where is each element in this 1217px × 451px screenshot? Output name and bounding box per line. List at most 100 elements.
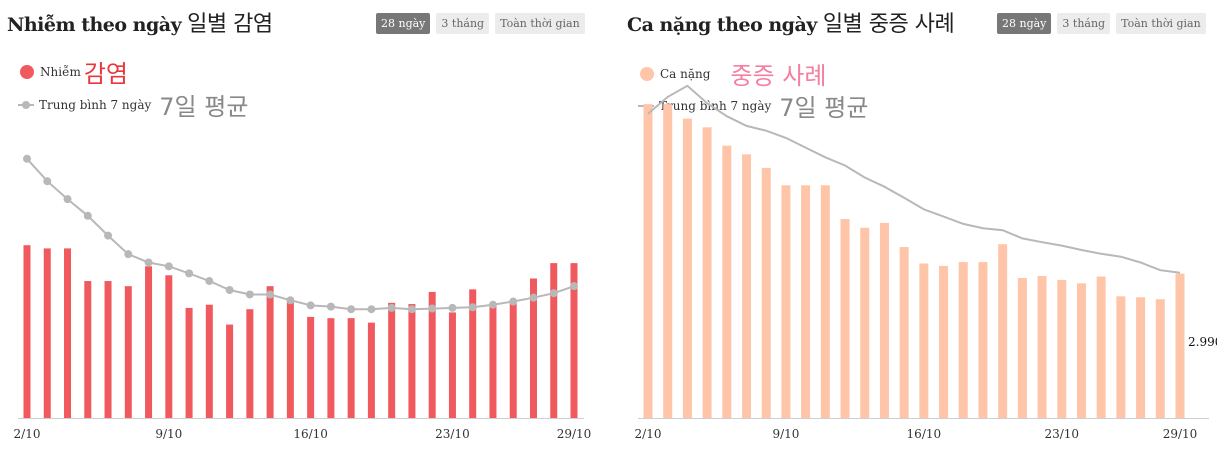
avg-point-23/10 xyxy=(448,303,457,312)
avg-point-25/10 xyxy=(488,300,497,309)
avg-point-13/10 xyxy=(245,290,254,299)
bar-29/10 xyxy=(570,263,578,418)
bar-26/10 xyxy=(509,303,517,418)
bar-17/10 xyxy=(939,265,949,418)
bar-16/10 xyxy=(307,316,315,418)
severe-cases-chart: 2/10 9/10 16/10 23/10 29/10 2.990 xyxy=(635,84,1217,441)
bar-21/10 xyxy=(1017,277,1027,418)
bar-9/10 xyxy=(165,275,173,418)
avg-point-28/10 xyxy=(549,289,558,298)
panel-title: Ca nặng theo ngày 일별 중증 사례 xyxy=(627,12,955,37)
tab-all-time[interactable]: Toàn thời gian xyxy=(1116,13,1206,34)
avg-point-20/10 xyxy=(387,303,396,312)
x-tick-label: 9/10 xyxy=(155,427,182,441)
bar-14/10 xyxy=(879,222,889,418)
bar-20/10 xyxy=(998,244,1008,418)
avg-line xyxy=(647,84,1181,274)
legend-bar-item: Ca nặng 중증 사례 xyxy=(640,56,826,91)
panel-title: Nhiễm theo ngày 일별 감염 xyxy=(7,12,273,37)
bar-4/10 xyxy=(64,248,72,418)
bar-16/10 xyxy=(919,263,929,418)
avg-point-4/10 xyxy=(63,195,72,204)
bar-8/10 xyxy=(761,167,771,418)
range-tabs: 28 ngày 3 tháng Toàn thời gian xyxy=(997,13,1206,34)
bar-25/10 xyxy=(489,304,497,418)
legend-line-item: Trung bình 7 ngày 7일 평균 xyxy=(18,87,248,122)
x-tick-label: 16/10 xyxy=(907,427,942,441)
avg-point-26/10 xyxy=(509,297,518,306)
x-tick-label: 2/10 xyxy=(635,427,662,441)
bar-25/10 xyxy=(1096,276,1106,418)
bar-3/10 xyxy=(43,248,51,418)
bar-22/10 xyxy=(428,291,436,418)
infections-chart: 2/10 9/10 16/10 23/10 29/10 xyxy=(14,154,592,441)
legend-dot-icon xyxy=(640,66,654,81)
x-tick-label: 23/10 xyxy=(1044,427,1079,441)
bar-13/10 xyxy=(246,309,254,418)
x-tick-label: 29/10 xyxy=(557,427,592,441)
avg-point-21/10 xyxy=(407,305,416,314)
bar-29/10 xyxy=(1175,273,1185,418)
avg-point-9/10 xyxy=(164,262,173,271)
legend-line-annotation: 7일 평균 xyxy=(159,93,249,121)
legend-line-annotation: 7일 평균 xyxy=(779,94,869,122)
avg-line xyxy=(26,158,575,311)
legend-bar-annotation: 감염 xyxy=(83,60,128,88)
legend-bar-label: Nhiễm xyxy=(40,64,81,79)
tab-3-months[interactable]: 3 tháng xyxy=(436,13,490,34)
bar-13/10 xyxy=(860,227,870,418)
bar-15/10 xyxy=(286,298,294,418)
bar-2/10 xyxy=(23,245,31,418)
bar-7/10 xyxy=(124,286,132,418)
x-tick-label: 16/10 xyxy=(293,427,328,441)
bar-6/10 xyxy=(722,145,732,418)
tab-28-days[interactable]: 28 ngày xyxy=(376,13,431,34)
avg-point-5/10 xyxy=(83,211,92,220)
legend-dot-icon xyxy=(20,64,34,79)
last-value-label: 2.990 xyxy=(1188,335,1217,349)
x-tick-label: 29/10 xyxy=(1163,427,1198,441)
range-tabs: 28 ngày 3 tháng Toàn thời gian xyxy=(376,13,585,34)
legend-line-label: Trung bình 7 ngày xyxy=(659,98,772,113)
x-tick-label: 2/10 xyxy=(14,427,41,441)
bar-15/10 xyxy=(899,247,909,418)
x-tick-label: 9/10 xyxy=(772,427,799,441)
avg-point-15/10 xyxy=(286,296,295,305)
bar-10/10 xyxy=(801,185,811,418)
avg-point-2/10 xyxy=(23,154,31,163)
bar-9/10 xyxy=(781,185,791,418)
x-tick-label: 23/10 xyxy=(435,427,470,441)
legend-bar-item: Nhiễm 감염 xyxy=(20,54,128,89)
avg-point-10/10 xyxy=(185,269,194,278)
bar-10/10 xyxy=(185,307,193,418)
bar-28/10 xyxy=(550,263,558,418)
tab-28-days[interactable]: 28 ngày xyxy=(997,13,1052,34)
avg-point-19/10 xyxy=(367,305,376,314)
tab-all-time[interactable]: Toàn thời gian xyxy=(495,13,585,34)
legend-bar-label: Ca nặng xyxy=(660,66,711,81)
bar-8/10 xyxy=(145,266,153,418)
bar-21/10 xyxy=(408,304,416,418)
bar-3/10 xyxy=(663,104,673,419)
bar-27/10 xyxy=(529,278,537,418)
bar-18/10 xyxy=(958,262,968,418)
avg-point-3/10 xyxy=(43,177,52,186)
bar-4/10 xyxy=(682,118,692,418)
tab-3-months[interactable]: 3 tháng xyxy=(1057,13,1111,34)
avg-point-11/10 xyxy=(205,277,214,286)
avg-point-18/10 xyxy=(347,305,356,314)
avg-point-12/10 xyxy=(225,286,234,294)
bar-20/10 xyxy=(388,302,396,418)
bar-12/10 xyxy=(226,324,234,418)
bar-5/10 xyxy=(84,281,92,418)
bar-28/10 xyxy=(1155,299,1165,418)
avg-point-14/10 xyxy=(266,290,275,299)
avg-point-8/10 xyxy=(144,258,153,267)
severe-cases-panel: Ca nặng theo ngày 일별 중증 사례 28 ngày 3 thán… xyxy=(620,0,1217,451)
bar-11/10 xyxy=(820,185,830,418)
bar-27/10 xyxy=(1136,297,1146,418)
bar-24/10 xyxy=(469,289,477,418)
bar-17/10 xyxy=(327,318,335,418)
avg-point-6/10 xyxy=(104,231,113,240)
avg-point-24/10 xyxy=(468,303,477,312)
